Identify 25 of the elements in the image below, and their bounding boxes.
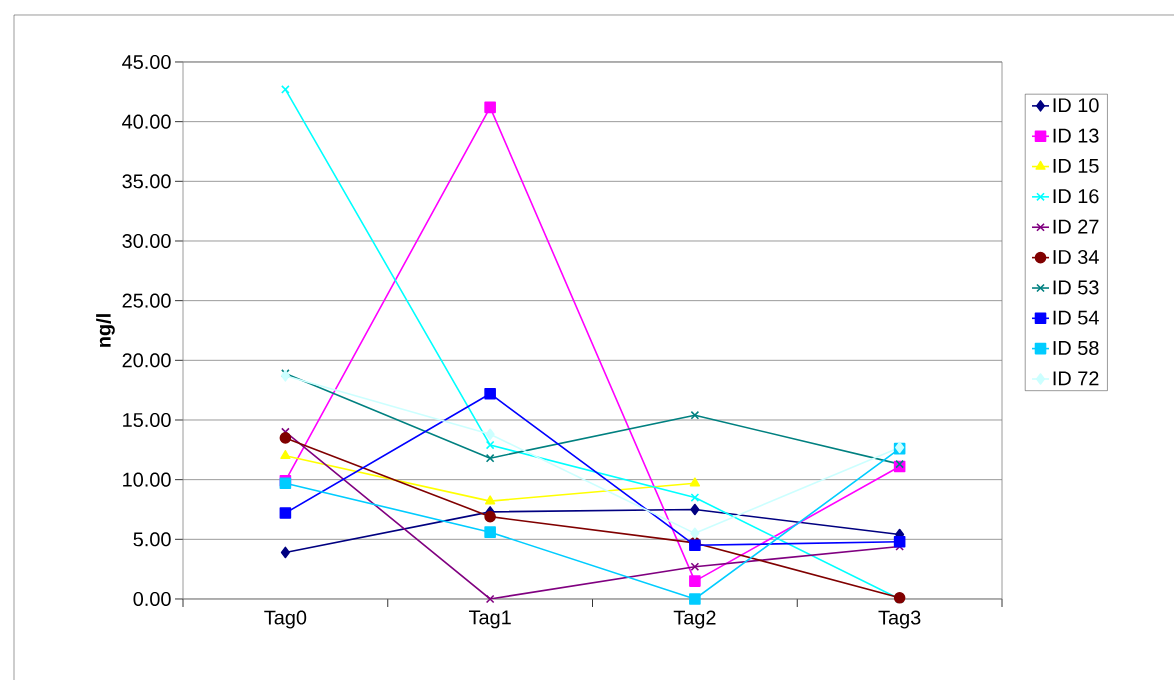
legend-label: ID 16 [1053, 189, 1099, 204]
y-tick-label: 15.00 [123, 412, 171, 428]
y-tick-label: 10.00 [123, 472, 171, 487]
legend-label: ID 13 [1053, 128, 1099, 143]
y-tick-label: 40.00 [122, 114, 171, 129]
y-tick-label: 20.00 [122, 353, 171, 368]
y-tick-label: 25.00 [122, 293, 171, 308]
legend-label: ID 27 [1053, 219, 1099, 234]
x-tick-label: Tag2 [673, 610, 716, 629]
x-tick-label: Tag3 [878, 610, 921, 629]
y-tick-label: 45.00 [122, 54, 171, 70]
legend-label: ID 58 [1053, 340, 1099, 355]
legend-label: ID 54 [1053, 310, 1099, 325]
y-tick-label: 5.00 [133, 532, 171, 547]
legend-label: ID 34 [1053, 249, 1099, 265]
y-tick-label: 35.00 [122, 174, 171, 189]
y-tick-label: 30.00 [122, 233, 171, 249]
y-tick-label: 0.00 [133, 591, 171, 607]
legend-label: ID 72 [1053, 371, 1099, 386]
legend-label: ID 15 [1053, 158, 1099, 173]
legend-label: ID 53 [1053, 280, 1099, 295]
y-axis-title: ng/l [96, 314, 115, 347]
x-tick-label: Tag1 [468, 610, 511, 629]
x-tick-label: Tag0 [264, 610, 307, 629]
legend-label: ID 10 [1053, 98, 1099, 113]
